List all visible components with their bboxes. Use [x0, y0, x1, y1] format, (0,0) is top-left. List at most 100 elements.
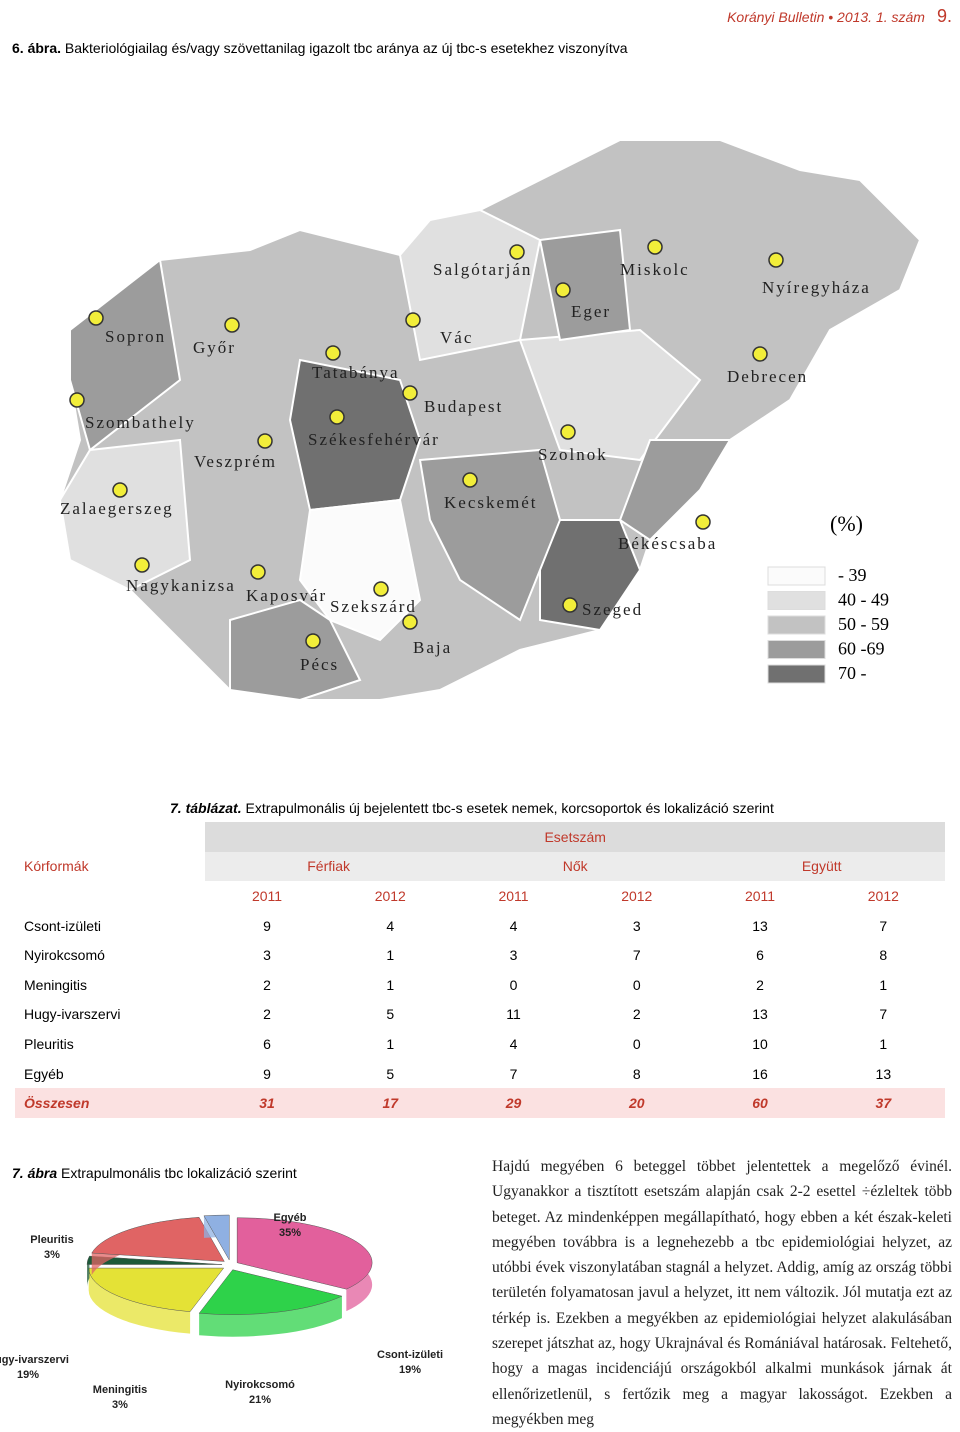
city-label: Veszprém — [194, 452, 277, 471]
legend-label: - 39 — [838, 565, 867, 585]
cell: 1 — [386, 947, 395, 964]
city-label: Salgótarján — [433, 260, 532, 279]
table-row: Hugy-ivarszervi 2 5 11 2 13 7 — [15, 1000, 945, 1030]
body-text: Hajdú megyében 6 beteggel többet jelente… — [492, 1158, 952, 1428]
cell: 7 — [509, 1065, 518, 1082]
legend-swatch — [767, 615, 826, 635]
city-marker — [402, 385, 418, 401]
row-label: Nyirokcsomó — [24, 947, 105, 964]
cell: 0 — [632, 976, 641, 993]
city-label: Nyíregyháza — [762, 278, 871, 297]
city-marker — [250, 564, 266, 580]
cell: 1 — [386, 976, 395, 993]
table-label: 7. táblázat. — [170, 800, 242, 816]
pie-chart: Egyéb 35% Csont-izületi 19% Nyirokcsomó 21% Me… — [0, 1212, 443, 1411]
caption: Extrapulmonális új bejelentett tbc-s ese… — [245, 800, 774, 816]
journal: Korányi Bulletin • 2013. 1. szám — [727, 9, 925, 25]
pie-slice — [203, 1214, 230, 1261]
row-label: Pleuritis — [24, 1035, 74, 1052]
year-header: 2012 — [867, 887, 899, 904]
cell: 5 — [386, 1006, 395, 1023]
cell: 13 — [752, 917, 768, 934]
city-marker — [752, 346, 768, 362]
figure-label: 7. ábra — [12, 1165, 58, 1181]
cell: 9 — [263, 917, 271, 934]
city-label: Tatabánya — [312, 363, 400, 382]
slice-label: Pleuritis — [30, 1234, 73, 1246]
region — [69, 258, 182, 452]
city-marker — [768, 252, 784, 268]
year-header: 2011 — [744, 887, 776, 904]
city-marker — [555, 282, 571, 298]
slice-value: 3% — [44, 1249, 60, 1261]
legend-swatch — [767, 566, 826, 586]
city-marker — [562, 597, 578, 613]
chart-title: Extrapulmonális tbc lokalizáció szerint — [61, 1165, 297, 1181]
city-label: Baja — [413, 638, 452, 657]
city-label: Szeged — [582, 600, 643, 619]
cell: 31 — [205, 1088, 329, 1118]
cell: 0 — [632, 1035, 641, 1052]
cell: 3 — [632, 917, 641, 934]
region — [229, 598, 362, 702]
region — [418, 448, 562, 622]
row-label: Meningitis — [24, 976, 88, 993]
slice-label: Meningitis — [93, 1384, 147, 1396]
group-header: Férfiak — [205, 851, 452, 882]
slice-value: 35% — [279, 1227, 301, 1239]
city-marker — [329, 409, 345, 425]
city-label: Budapest — [424, 397, 503, 416]
table-row: Csont-izületi 9 4 4 3 13 7 — [15, 911, 945, 941]
table-row: Összesen 31 17 29 20 60 37 — [15, 1088, 945, 1118]
table-row: Pleuritis 6 1 4 0 10 1 — [15, 1029, 945, 1059]
cell: 3 — [509, 947, 518, 964]
city-marker — [695, 514, 711, 530]
city-marker — [134, 557, 150, 573]
slice-label: Csont-izületi — [377, 1349, 443, 1361]
city-marker — [462, 472, 478, 488]
slice-value: 19% — [17, 1369, 39, 1381]
cell: 10 — [752, 1035, 768, 1052]
row-header: Kórformák — [24, 858, 89, 875]
cell: 8 — [879, 947, 888, 964]
city-label: Székesfehérvár — [308, 430, 440, 449]
city-marker — [224, 317, 240, 333]
cell: 2 — [632, 1006, 641, 1023]
table-row: Egyéb 9 5 7 8 16 13 — [15, 1059, 945, 1089]
city-marker — [405, 312, 421, 328]
city-label: Kecskemét — [444, 493, 538, 512]
cell: 17 — [328, 1088, 452, 1118]
city-marker — [373, 581, 389, 597]
region — [58, 438, 192, 592]
super-header: Esetszám — [205, 822, 945, 852]
cell: 7 — [879, 917, 888, 934]
table-row: Nyirokcsomó 3 1 3 7 6 8 — [15, 940, 945, 970]
table-row: Meningitis 2 1 0 0 2 1 — [15, 970, 945, 1000]
cell: 8 — [632, 1065, 641, 1082]
city-label: Nagykanizsa — [126, 576, 236, 595]
pie-slice — [91, 1217, 225, 1262]
year-header: 2011 — [251, 887, 283, 904]
slice-value: 3% — [112, 1399, 128, 1411]
city-marker — [402, 614, 418, 630]
cell: 2 — [263, 1006, 271, 1023]
city-marker — [257, 433, 273, 449]
city-label: Szekszárd — [330, 597, 417, 616]
cell: 37 — [821, 1088, 945, 1118]
cell: 6 — [756, 947, 764, 964]
pie-slice — [88, 1267, 225, 1312]
page-number: 9. — [936, 6, 952, 26]
year-header: 2012 — [621, 887, 653, 904]
cell: 20 — [575, 1088, 699, 1118]
city-label: Kaposvár — [246, 586, 327, 605]
legend-label: 40 - 49 — [838, 590, 889, 610]
legend-label: 60 -69 — [838, 639, 885, 659]
legend-swatch — [767, 591, 826, 610]
group-header: Együtt — [698, 851, 945, 882]
city-marker — [69, 392, 85, 408]
city-marker — [509, 244, 525, 260]
city-label: Szombathely — [85, 413, 196, 432]
row-label: Összesen — [15, 1088, 206, 1118]
row-label: Csont-izületi — [24, 917, 102, 934]
